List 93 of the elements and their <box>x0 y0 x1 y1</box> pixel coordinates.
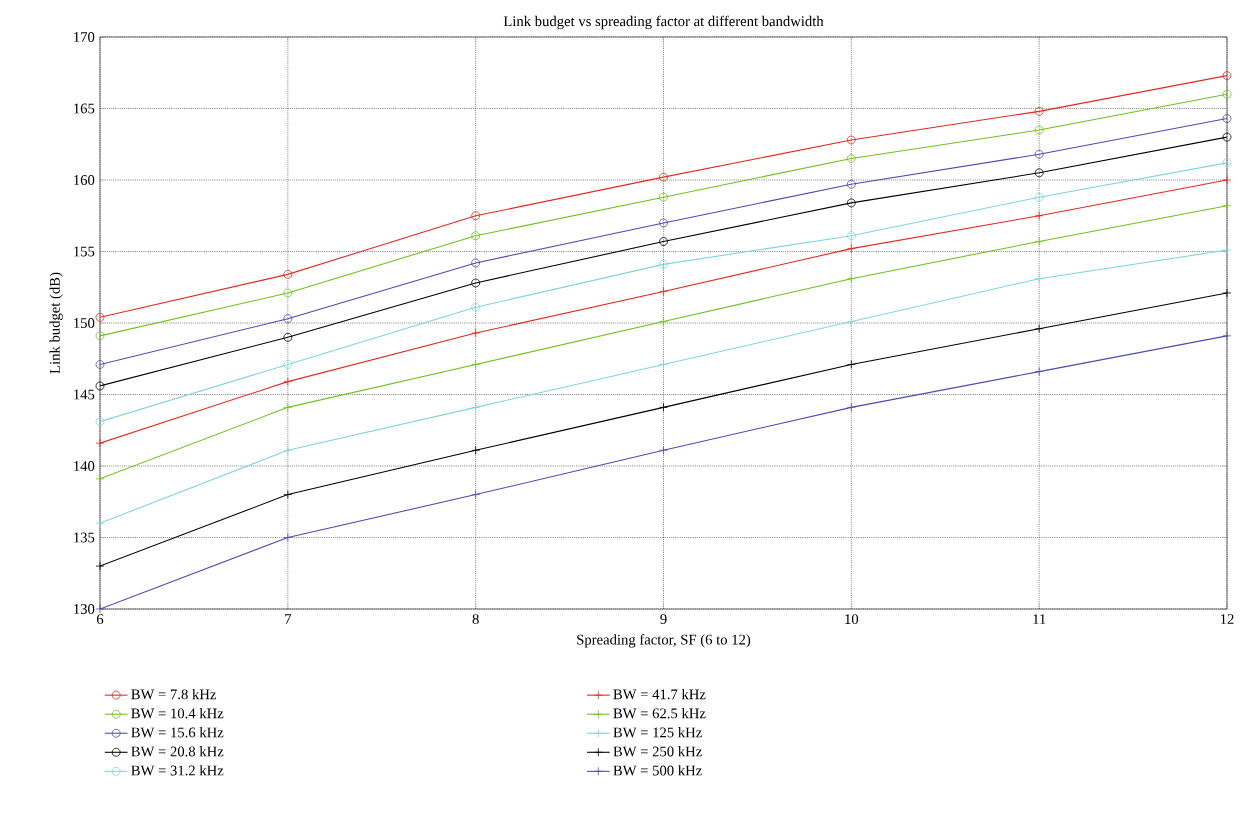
point <box>283 269 293 279</box>
y-tick-label: 165 <box>74 103 95 114</box>
point <box>471 360 481 369</box>
point <box>95 438 105 448</box>
point <box>1222 114 1232 123</box>
point <box>283 288 293 298</box>
point <box>1222 201 1232 211</box>
point <box>283 490 293 499</box>
y-tick-label: 130 <box>74 604 95 614</box>
chart-title: Link budget vs spreading factor at different bandwidth <box>503 15 824 30</box>
x-tick-label: 11 <box>1033 614 1046 624</box>
point <box>846 274 856 284</box>
y-tick-label: 170 <box>74 32 95 42</box>
point <box>283 377 293 387</box>
point <box>846 317 856 326</box>
point <box>659 237 668 246</box>
point <box>1222 71 1232 81</box>
point <box>846 135 856 145</box>
point <box>659 192 668 202</box>
point <box>471 258 481 268</box>
x-tick-label: 6 <box>96 614 104 625</box>
point <box>659 259 668 269</box>
legend-label: BW = 15.6 kHz <box>131 727 224 738</box>
point <box>283 332 293 342</box>
point <box>846 154 856 163</box>
point <box>659 172 668 182</box>
point <box>1222 89 1232 99</box>
point <box>95 312 105 322</box>
point <box>846 402 856 412</box>
point <box>95 381 105 391</box>
legend-label: BW = 31.2 kHz <box>131 765 224 776</box>
point <box>95 360 105 369</box>
point <box>283 314 293 324</box>
legend-label: BW = 62.5 kHz <box>613 708 706 719</box>
point <box>95 604 105 614</box>
point <box>95 474 105 484</box>
point <box>1034 125 1044 135</box>
point <box>95 561 105 571</box>
y-axis-title: Link budget (dB) <box>49 272 63 374</box>
y-tick-label: 145 <box>74 389 95 400</box>
point <box>846 360 856 369</box>
point <box>95 417 105 427</box>
point <box>471 328 481 338</box>
point <box>471 278 481 288</box>
point <box>283 402 293 412</box>
x-tick-label: 8 <box>472 614 479 625</box>
point <box>846 198 856 208</box>
legend-label: BW = 41.7 kHz <box>613 688 706 700</box>
point <box>1034 237 1044 246</box>
y-tick-label: 155 <box>74 246 95 257</box>
point <box>1222 245 1232 255</box>
point <box>659 218 668 228</box>
y-tick-label: 160 <box>74 175 95 185</box>
point <box>471 231 481 241</box>
point <box>283 360 293 369</box>
point <box>1222 132 1232 142</box>
point <box>1222 331 1232 341</box>
x-axis-title: Spreading factor, SF (6 to 12) <box>577 634 751 648</box>
legend-label: BW = 250 kHz <box>613 746 702 757</box>
point <box>1034 274 1044 284</box>
point <box>846 244 856 254</box>
legend-label: BW = 20.8 kHz <box>131 746 224 757</box>
legend-label: BW = 500 kHz <box>613 765 702 776</box>
point <box>846 179 856 189</box>
point <box>1034 149 1044 159</box>
x-tick-label: 12 <box>1220 614 1234 624</box>
point <box>471 402 481 412</box>
point <box>1034 192 1044 202</box>
legend-label: BW = 7.8 kHz <box>131 688 217 700</box>
x-tick-label: 10 <box>845 614 859 625</box>
y-tick-label: 150 <box>74 318 95 328</box>
legend-label: BW = 125 kHz <box>613 727 702 738</box>
point <box>1222 175 1232 185</box>
point <box>471 490 481 499</box>
x-tick-label: 7 <box>285 614 292 624</box>
point <box>1034 211 1044 221</box>
point <box>95 518 105 528</box>
point <box>1222 288 1232 298</box>
point <box>95 331 105 341</box>
point <box>1034 168 1044 178</box>
point <box>1034 106 1044 116</box>
y-tick-label: 140 <box>74 461 95 471</box>
point <box>471 211 481 221</box>
point <box>471 302 481 312</box>
point <box>283 445 293 455</box>
y-tick-label: 135 <box>74 532 95 543</box>
point <box>846 231 856 241</box>
point <box>1034 367 1044 377</box>
point <box>1222 158 1232 168</box>
point <box>471 445 481 455</box>
x-tick-label: 9 <box>660 614 667 625</box>
point <box>1034 324 1044 334</box>
legend-label: BW = 10.4 kHz <box>131 708 224 719</box>
